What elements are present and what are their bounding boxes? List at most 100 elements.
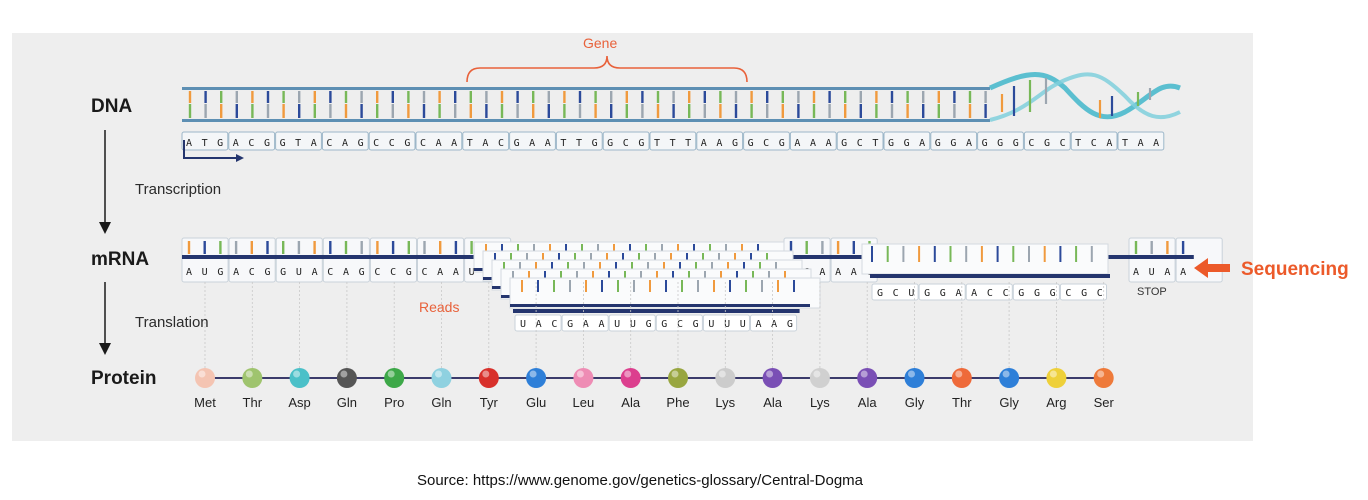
amino-acid-bead bbox=[668, 368, 688, 388]
dna-base: G bbox=[514, 138, 520, 149]
amino-acid-bead bbox=[809, 368, 830, 388]
read-base: A bbox=[583, 319, 589, 330]
amino-acid-label: Ala bbox=[857, 395, 877, 410]
amino-acid-label: Gln bbox=[336, 395, 357, 410]
amino-acid-label: Leu bbox=[572, 395, 595, 410]
read-base: G bbox=[1018, 288, 1024, 299]
sequencing-arrow-icon bbox=[1194, 258, 1230, 278]
amino-acid-bead bbox=[715, 368, 736, 388]
read-base: C bbox=[551, 319, 557, 330]
dna-base: C bbox=[1060, 138, 1066, 149]
amino-acid-label: Gly bbox=[999, 395, 1019, 410]
mrna-base: A bbox=[1133, 267, 1139, 278]
mrna-base: C bbox=[390, 267, 396, 278]
read-base: G bbox=[1081, 288, 1087, 299]
read-base: G bbox=[567, 319, 573, 330]
dna-base: A bbox=[1153, 138, 1159, 149]
dna-base: A bbox=[529, 138, 535, 149]
read-base: U bbox=[740, 319, 746, 330]
dna-base: A bbox=[701, 138, 707, 149]
dna-base: A bbox=[716, 138, 722, 149]
sequencing-reads: U A C G A A U U G G C G U U U A A GG C U G G A A C C G G G C G C bbox=[513, 283, 1108, 332]
mrna-base: U bbox=[1149, 267, 1155, 278]
dna-base: A bbox=[810, 138, 816, 149]
dna-base: C bbox=[389, 138, 395, 149]
transcription-start-arrow bbox=[183, 140, 238, 159]
dna-base: G bbox=[888, 138, 894, 149]
dna-base: C bbox=[248, 138, 254, 149]
read-base: G bbox=[661, 319, 667, 330]
dna-base: C bbox=[1091, 138, 1097, 149]
dna-label: DNA bbox=[91, 96, 133, 117]
dna-base: T bbox=[872, 138, 878, 149]
dna-base: A bbox=[311, 138, 317, 149]
amino-acid-bead bbox=[336, 368, 357, 388]
mrna-base: A bbox=[1180, 267, 1186, 278]
read-base: A bbox=[771, 319, 777, 330]
reads-label: Reads bbox=[419, 299, 460, 315]
sequencing-label: Sequencing bbox=[1241, 259, 1349, 280]
dna-base: C bbox=[763, 138, 769, 149]
amino-acid-label: Gly bbox=[904, 395, 925, 410]
amino-acid-label: Ser bbox=[1093, 395, 1114, 410]
amino-acid-bead bbox=[1046, 368, 1067, 388]
mrna-base: C bbox=[374, 267, 380, 278]
mrna-base: G bbox=[359, 267, 365, 278]
mrna-base: A bbox=[233, 267, 239, 278]
dna-base: A bbox=[919, 138, 925, 149]
read-base: G bbox=[693, 319, 699, 330]
dna-base: G bbox=[997, 138, 1003, 149]
amino-acid-bead bbox=[1093, 368, 1114, 388]
dna-base: T bbox=[685, 138, 691, 149]
amino-acid-bead bbox=[526, 368, 547, 388]
dna-base: G bbox=[358, 138, 364, 149]
read-base: U bbox=[630, 319, 636, 330]
amino-acid-label: Lys bbox=[810, 395, 830, 410]
dna-base: A bbox=[966, 138, 972, 149]
read-base: U bbox=[708, 319, 714, 330]
amino-acid-label: Met bbox=[194, 395, 216, 410]
dna-base: T bbox=[202, 138, 208, 149]
dna-base: G bbox=[607, 138, 613, 149]
mrna-base: A bbox=[851, 267, 857, 278]
amino-acid-bead bbox=[620, 368, 641, 388]
dna-base: T bbox=[1075, 138, 1081, 149]
read-base: A bbox=[971, 288, 977, 299]
protein-chain bbox=[195, 368, 1114, 388]
read-base: G bbox=[787, 319, 793, 330]
dna-base: C bbox=[1028, 138, 1034, 149]
amino-acid-label: Thr bbox=[952, 395, 972, 410]
read-base: G bbox=[646, 319, 652, 330]
read-base: C bbox=[677, 319, 683, 330]
dna-base: T bbox=[654, 138, 660, 149]
dna-base: A bbox=[186, 138, 192, 149]
dna-base: T bbox=[295, 138, 301, 149]
dna-base: G bbox=[1044, 138, 1050, 149]
mrna-base: A bbox=[835, 267, 841, 278]
read-base: G bbox=[1050, 288, 1056, 299]
dna-base: G bbox=[841, 138, 847, 149]
amino-acid-label: Phe bbox=[666, 395, 690, 410]
dna-base: A bbox=[233, 138, 239, 149]
amino-acid-bead bbox=[762, 368, 783, 388]
amino-acid-bead bbox=[242, 368, 263, 388]
amino-acid-label: Ala bbox=[621, 395, 641, 410]
read-base: U bbox=[724, 319, 730, 330]
mrna-base: C bbox=[249, 267, 255, 278]
amino-acid-label: Asp bbox=[288, 395, 311, 410]
dna-base: G bbox=[732, 138, 738, 149]
dna-base: A bbox=[451, 138, 457, 149]
dna-base: G bbox=[950, 138, 956, 149]
read-base: U bbox=[520, 319, 526, 330]
transcription-label: Transcription bbox=[135, 181, 222, 198]
read-base: C bbox=[1003, 288, 1009, 299]
mrna-bases bbox=[181, 237, 1223, 283]
dna-base-pairs bbox=[188, 91, 987, 118]
amino-acid-bead bbox=[384, 368, 405, 388]
read-base: C bbox=[1097, 288, 1103, 299]
amino-acid-bead bbox=[478, 368, 499, 388]
read-base: C bbox=[987, 288, 993, 299]
dna-base: T bbox=[1122, 138, 1128, 149]
dna-base: G bbox=[779, 138, 785, 149]
amino-acid-bead bbox=[573, 368, 594, 388]
